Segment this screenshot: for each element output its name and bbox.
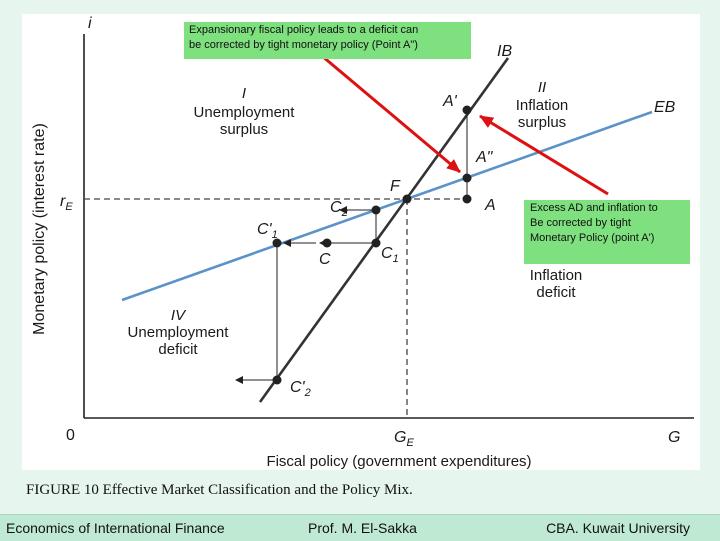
point-c1-label: C1 bbox=[381, 245, 399, 265]
point-a-prime bbox=[462, 105, 472, 115]
policy-mix-diagram: i Monetary policy (interest rate) Fiscal… bbox=[31, 15, 694, 470]
svg-text:Unemployment: Unemployment bbox=[128, 324, 230, 341]
svg-text:Inflation: Inflation bbox=[516, 97, 569, 114]
slide-footer: Economics of International Finance Prof.… bbox=[0, 514, 720, 541]
region-ii-label: II Inflation surplus bbox=[516, 79, 569, 131]
re-label: rE bbox=[60, 193, 73, 213]
ge-label: GE bbox=[394, 429, 414, 449]
point-a bbox=[462, 194, 472, 204]
callout-right-line-1: Excess AD and inflation to bbox=[530, 202, 658, 214]
point-a-label: A bbox=[484, 197, 496, 214]
point-c2 bbox=[371, 205, 381, 215]
point-a-double-prime-label: A" bbox=[475, 149, 494, 166]
point-c1-prime bbox=[272, 238, 282, 248]
red-arrow-to-a-double-prime bbox=[321, 54, 461, 174]
eb-curve-label: EB bbox=[654, 99, 676, 116]
point-c1-prime-label: C'1 bbox=[257, 221, 278, 241]
point-c-label: C bbox=[319, 251, 331, 268]
footer-institution: CBA. Kuwait University bbox=[546, 520, 690, 536]
ib-curve-label: IB bbox=[497, 43, 512, 60]
origin-label: 0 bbox=[66, 427, 75, 444]
svg-text:I: I bbox=[242, 85, 246, 102]
point-f-label: F bbox=[390, 178, 401, 195]
point-a-prime-label: A' bbox=[442, 93, 458, 110]
svg-text:surplus: surplus bbox=[518, 114, 566, 131]
y-axis-title: Monetary policy (interest rate) bbox=[31, 123, 48, 335]
point-c2-label: C2 bbox=[330, 199, 348, 219]
callout-right-line-3: Monetary Policy (point A') bbox=[530, 232, 655, 244]
region-iv-label: IV Unemployment deficit bbox=[128, 307, 230, 358]
svg-text:Inflation: Inflation bbox=[530, 267, 583, 284]
svg-text:deficit: deficit bbox=[158, 341, 198, 358]
footer-author: Prof. M. El-Sakka bbox=[308, 520, 417, 536]
callout-left-line-2: be corrected by tight monetary policy (P… bbox=[189, 39, 418, 51]
point-f bbox=[402, 194, 412, 204]
callout-excess-ad: Excess AD and inflation to Be corrected … bbox=[524, 200, 690, 264]
point-c bbox=[322, 238, 332, 248]
callout-fiscal-deficit: Expansionary fiscal policy leads to a de… bbox=[184, 22, 471, 59]
svg-text:Unemployment: Unemployment bbox=[194, 104, 296, 121]
region-i-label: I Unemployment surplus bbox=[194, 85, 296, 138]
point-c2-prime-label: C'2 bbox=[290, 379, 311, 399]
x-axis-var-label: G bbox=[668, 429, 680, 446]
svg-text:IV: IV bbox=[171, 307, 187, 324]
point-a-double-prime bbox=[462, 173, 472, 183]
figure-caption-label: FIGURE 10 bbox=[26, 482, 99, 498]
figure-caption: FIGURE 10 Effective Market Classificatio… bbox=[26, 482, 413, 499]
eb-line bbox=[121, 110, 653, 302]
svg-text:deficit: deficit bbox=[536, 284, 576, 301]
figure-panel: i Monetary policy (interest rate) Fiscal… bbox=[22, 14, 700, 470]
svg-text:surplus: surplus bbox=[220, 121, 268, 138]
red-arrow-to-a-prime bbox=[479, 114, 609, 196]
svg-text:II: II bbox=[538, 79, 546, 96]
point-c1 bbox=[371, 238, 381, 248]
y-axis-var-label: i bbox=[88, 15, 92, 32]
x-axis-title: Fiscal policy (government expenditures) bbox=[266, 453, 531, 470]
figure-caption-text: Effective Market Classification and the … bbox=[102, 482, 413, 498]
callout-right-line-2: Be corrected by tight bbox=[530, 217, 631, 229]
point-c2-prime bbox=[272, 375, 282, 385]
footer-course-title: Economics of International Finance bbox=[6, 520, 225, 536]
callout-left-line-1: Expansionary fiscal policy leads to a de… bbox=[189, 24, 419, 36]
